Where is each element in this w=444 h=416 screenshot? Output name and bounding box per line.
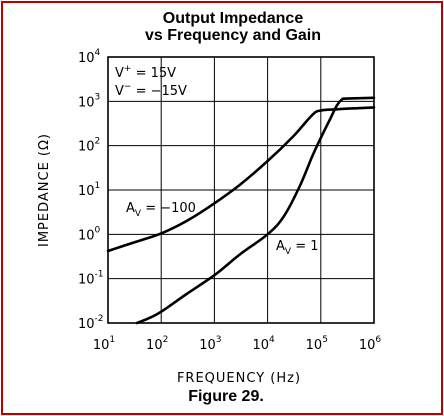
y-tick-label: 103 bbox=[78, 92, 100, 110]
supply-minus-label: V− = −15V bbox=[115, 82, 187, 99]
gain-minus-100-label: AV = −100 bbox=[126, 201, 196, 219]
y-tick-label: 104 bbox=[78, 48, 101, 66]
supply-plus-label: V+ = 15V bbox=[115, 64, 176, 81]
y-axis-label: IMPEDANCE (Ω) bbox=[37, 133, 52, 247]
x-tick-label: 101 bbox=[93, 335, 115, 353]
series-line-gain100 bbox=[106, 106, 376, 253]
gain-1-label: AV = 1 bbox=[276, 239, 319, 257]
x-tick-label: 103 bbox=[199, 335, 221, 353]
series-curves bbox=[106, 96, 376, 325]
y-tick-label: 100 bbox=[78, 225, 101, 243]
x-tick-labels: 101 102 103 104 105 106 bbox=[93, 335, 382, 353]
y-tick-label: 102 bbox=[78, 137, 100, 155]
x-axis-label: FREQUENCY (Hz) bbox=[177, 371, 301, 386]
x-tick-label: 104 bbox=[252, 335, 275, 353]
figure-caption: Figure 29. bbox=[188, 388, 264, 405]
y-tick-label: 10-2 bbox=[78, 314, 104, 332]
y-tick-label: 101 bbox=[78, 181, 100, 199]
plot-area-border bbox=[107, 56, 375, 324]
y-tick-label: 10-1 bbox=[78, 270, 104, 288]
x-tick-label: 102 bbox=[146, 335, 168, 353]
chart-subtitle: vs Frequency and Gain bbox=[145, 27, 321, 44]
x-tick-label: 105 bbox=[306, 335, 328, 353]
x-tick-label: 106 bbox=[359, 335, 382, 353]
y-tick-labels: 10-2 10-1 100 101 102 103 104 bbox=[78, 48, 104, 332]
series-line-gain1 bbox=[135, 96, 376, 325]
chart-title: Output Impedance bbox=[163, 10, 304, 27]
